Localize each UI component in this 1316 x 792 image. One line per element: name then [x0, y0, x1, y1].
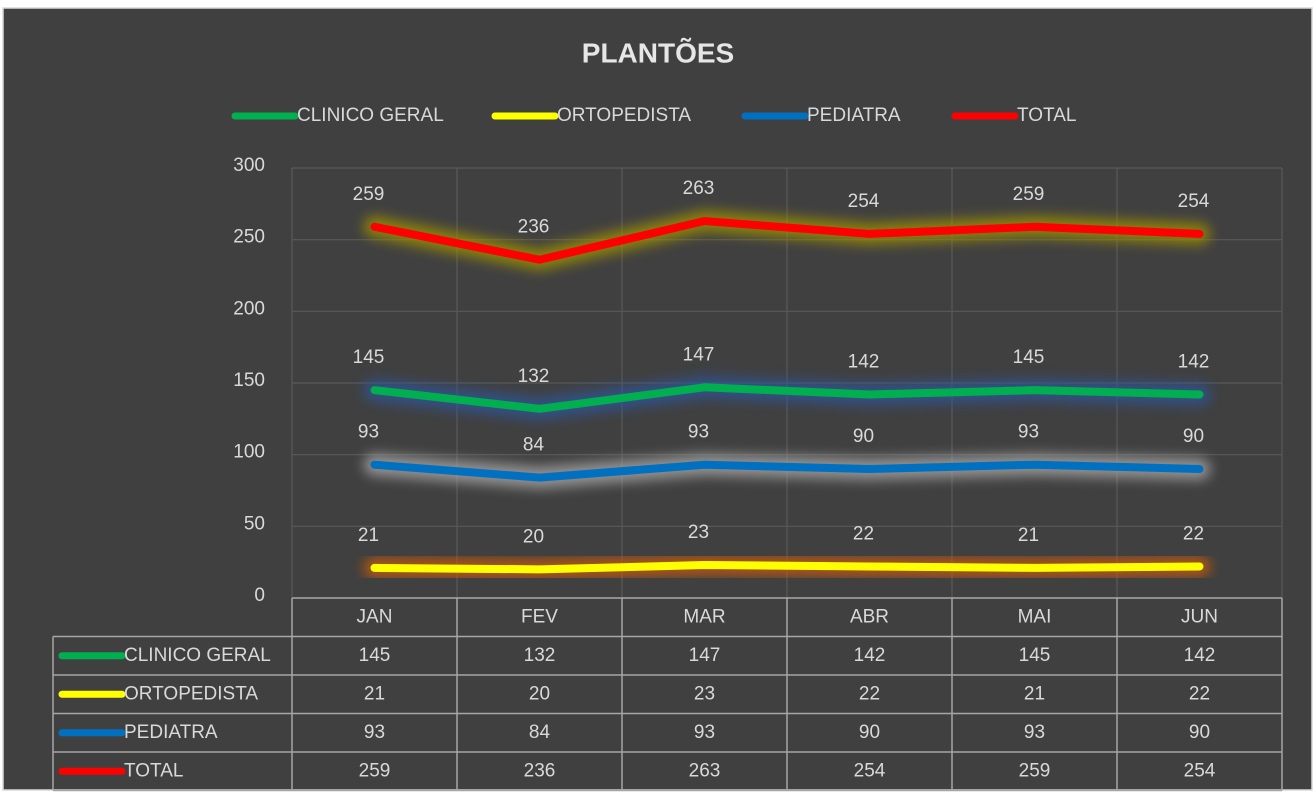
table-cell: 147 — [689, 645, 721, 666]
x-tick-label: ABR — [850, 606, 889, 627]
table-cell: 22 — [1189, 683, 1210, 704]
data-label: 142 — [848, 351, 880, 372]
data-label: 259 — [1013, 184, 1045, 205]
x-tick-label: JUN — [1181, 606, 1218, 627]
data-label: 147 — [683, 344, 715, 365]
data-label: 21 — [1018, 525, 1039, 546]
y-tick-label: 100 — [233, 442, 265, 463]
data-label: 145 — [353, 347, 385, 368]
legend-label: TOTAL — [1017, 105, 1076, 126]
data-label: 254 — [848, 191, 880, 212]
data-label: 20 — [523, 526, 544, 547]
table-cell: 93 — [694, 722, 715, 743]
series-line — [370, 561, 1204, 574]
series-line — [370, 460, 1204, 482]
table-cell: 259 — [1019, 760, 1051, 781]
data-label: 254 — [1178, 191, 1210, 212]
table-cell: 21 — [364, 683, 385, 704]
data-label: 236 — [518, 217, 550, 238]
table-cell: 93 — [1024, 722, 1045, 743]
table-cell: 90 — [859, 722, 880, 743]
data-label: 142 — [1178, 351, 1210, 372]
table-cell: 20 — [529, 683, 550, 704]
data-label: 22 — [853, 523, 874, 544]
y-tick-label: 300 — [233, 155, 265, 176]
table-row-label: ORTOPEDISTA — [124, 683, 258, 704]
data-label: 145 — [1013, 347, 1045, 368]
y-tick-label: 200 — [233, 298, 265, 319]
data-label: 259 — [353, 184, 385, 205]
table-cell: 90 — [1189, 722, 1210, 743]
table-cell: 263 — [689, 760, 721, 781]
x-tick-label: FEV — [521, 606, 558, 627]
x-tick-label: JAN — [357, 606, 393, 627]
table-cell: 23 — [694, 683, 715, 704]
table-row-label: TOTAL — [124, 760, 183, 781]
data-label: 84 — [523, 435, 545, 456]
table-cell: 93 — [364, 722, 385, 743]
series-line — [370, 217, 1204, 264]
data-label: 90 — [853, 426, 874, 447]
data-label: 93 — [688, 422, 709, 443]
table-cell: 259 — [359, 760, 391, 781]
table-cell: 145 — [1019, 645, 1051, 666]
table-cell: 145 — [359, 645, 391, 666]
table-cell: 22 — [859, 683, 880, 704]
data-label: 23 — [688, 522, 709, 543]
x-tick-label: MAI — [1018, 606, 1052, 627]
series-line — [370, 383, 1204, 413]
table-cell: 84 — [529, 722, 551, 743]
legend-label: CLINICO GERAL — [297, 105, 444, 126]
table-cell: 142 — [1184, 645, 1216, 666]
y-tick-label: 0 — [254, 585, 265, 606]
table-cell: 254 — [1184, 760, 1216, 781]
data-label: 21 — [358, 525, 379, 546]
data-label: 132 — [518, 366, 550, 387]
table-cell: 142 — [854, 645, 886, 666]
y-tick-label: 150 — [233, 370, 265, 391]
x-tick-label: MAR — [683, 606, 725, 627]
data-label: 90 — [1183, 426, 1204, 447]
table-row-label: CLINICO GERAL — [124, 645, 271, 666]
chart-title: PLANTÕES — [582, 37, 734, 68]
data-label: 263 — [683, 178, 715, 199]
table-cell: 254 — [854, 760, 886, 781]
data-label: 93 — [1018, 422, 1039, 443]
legend-label: ORTOPEDISTA — [557, 105, 691, 126]
data-label: 22 — [1183, 523, 1204, 544]
table-cell: 132 — [524, 645, 556, 666]
table-row-label: PEDIATRA — [124, 722, 218, 743]
data-label: 93 — [358, 422, 379, 443]
table-cell: 21 — [1024, 683, 1045, 704]
y-tick-label: 250 — [233, 227, 265, 248]
table-cell: 236 — [524, 760, 556, 781]
y-tick-label: 50 — [244, 513, 265, 534]
legend-label: PEDIATRA — [807, 105, 901, 126]
